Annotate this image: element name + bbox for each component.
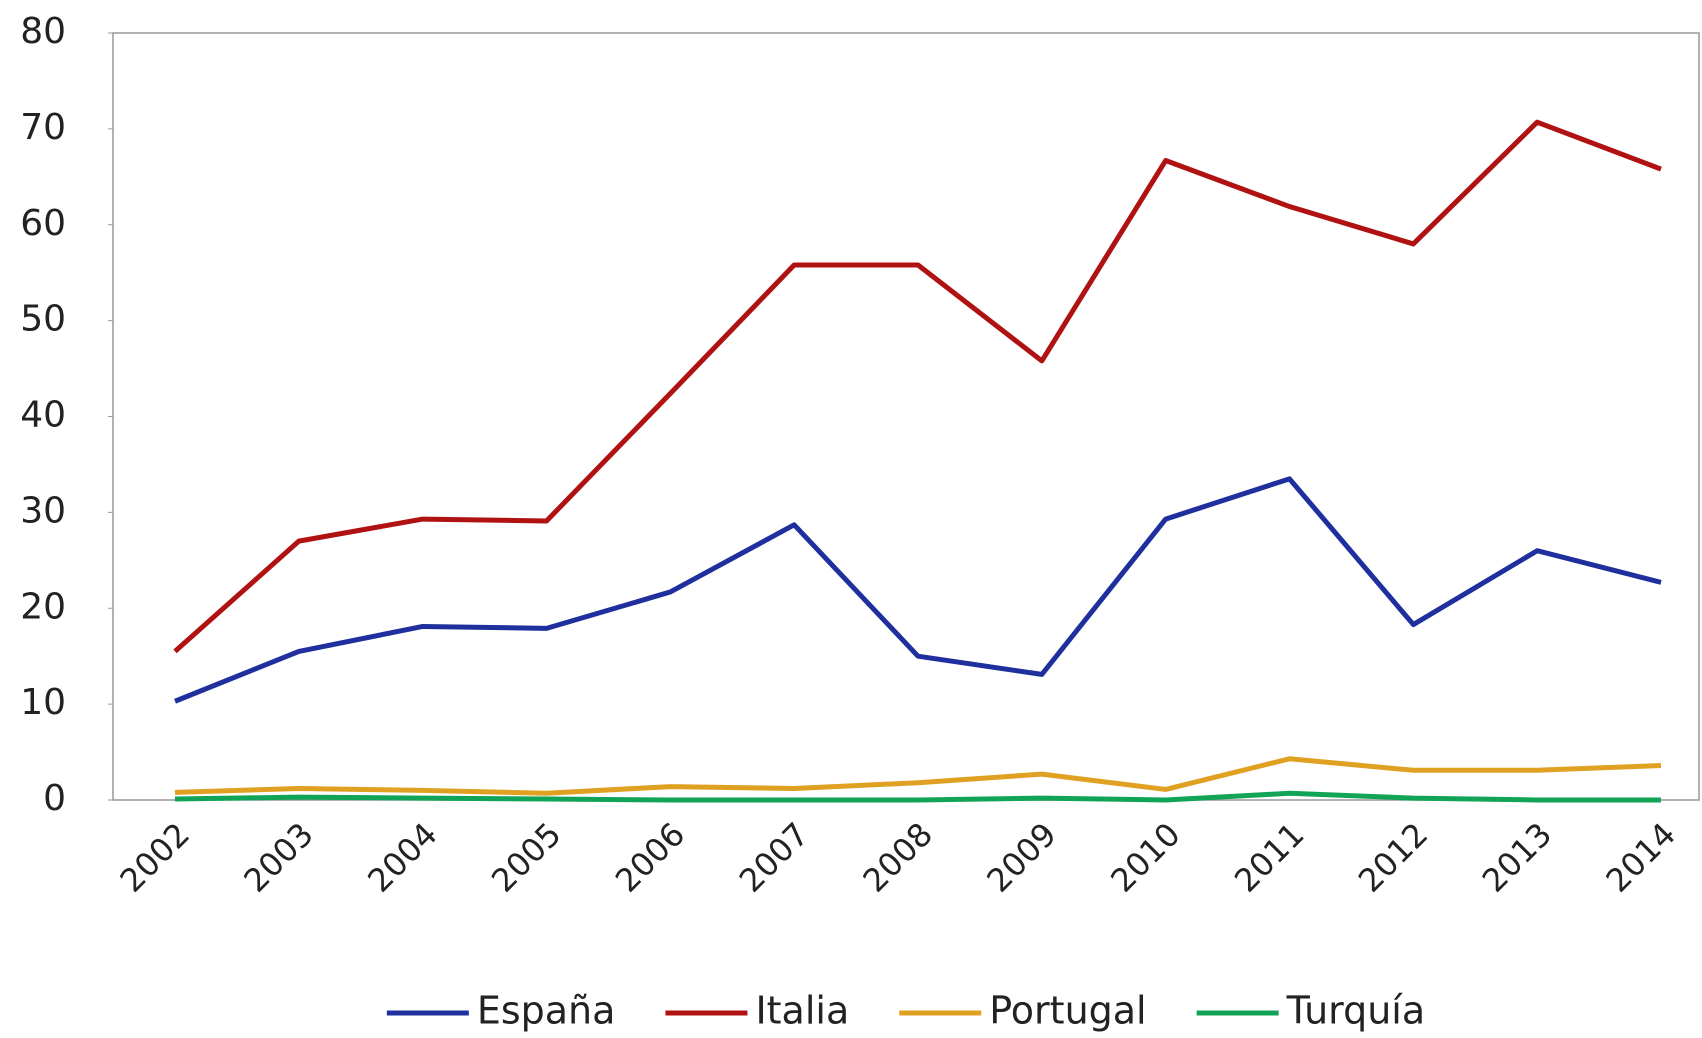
x-tick-label: 2007	[732, 815, 816, 899]
series-line	[174, 756, 1662, 796]
series-line	[173, 119, 1662, 654]
x-tick-label: 2014	[1599, 815, 1683, 899]
x-tick-label: 2006	[608, 815, 692, 899]
y-tick-label: 60	[20, 203, 66, 244]
y-tick-label: 50	[20, 299, 66, 340]
x-tick-label: 2012	[1351, 815, 1435, 899]
x-tick-label: 2005	[484, 815, 568, 899]
x-tick-label: 2003	[236, 815, 320, 899]
series-line	[174, 476, 1662, 704]
legend-label: Turquía	[1286, 989, 1426, 1033]
x-tick-label: 2011	[1227, 815, 1311, 899]
legend-label: Italia	[755, 989, 849, 1033]
y-tick-label: 0	[43, 778, 66, 819]
legend-label: Portugal	[989, 989, 1146, 1033]
y-tick-label: 70	[20, 107, 66, 148]
series-line	[174, 790, 1661, 803]
legend-label: España	[477, 989, 616, 1033]
plot-frame	[112, 32, 1700, 801]
y-tick-label: 40	[20, 395, 66, 436]
y-tick-label: 10	[20, 682, 66, 723]
y-tick-label: 20	[20, 586, 66, 627]
x-tick-label: 2010	[1103, 815, 1187, 899]
x-tick-label: 2004	[360, 815, 444, 899]
x-tick-label: 2008	[856, 815, 940, 899]
y-tick-label: 30	[20, 490, 66, 531]
x-tick-label: 2013	[1475, 815, 1559, 899]
x-tick-label: 2002	[113, 815, 197, 899]
x-tick-label: 2009	[979, 815, 1063, 899]
y-tick-label: 80	[20, 11, 66, 52]
